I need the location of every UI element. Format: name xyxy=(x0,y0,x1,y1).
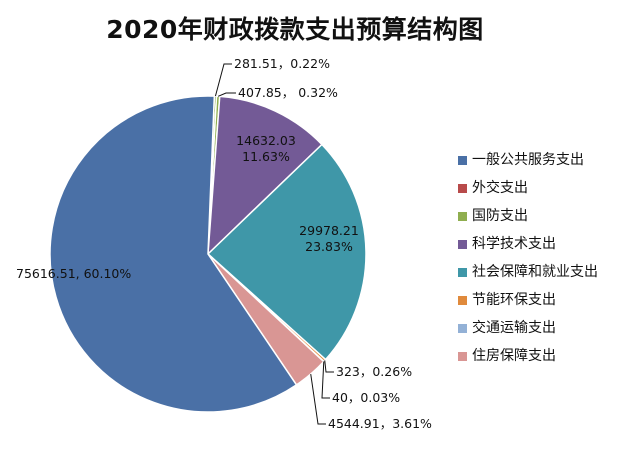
legend-swatch xyxy=(458,267,467,277)
legend-swatch xyxy=(458,239,467,249)
leader-line-transport xyxy=(321,361,330,399)
legend: 一般公共服务支出 外交支出国防支出科学技术支出社会保障和就业支出 节能环保支出 交通运… xyxy=(458,146,598,370)
legend-label: 科学技术支出 xyxy=(472,236,556,252)
legend-swatch xyxy=(458,183,467,193)
leader-line-housing xyxy=(310,373,326,425)
data-label-minor: 407.85， 0.32% xyxy=(238,85,338,100)
leader-line-minor xyxy=(217,92,236,97)
legend-item: 外交支出 xyxy=(458,174,598,202)
pie-slice-科学技术支出 xyxy=(207,95,323,256)
chart-title: 2020年财政拨款支出预算结构图 xyxy=(106,15,484,44)
legend-label: 国防支出 xyxy=(472,208,528,224)
data-label-energy: 323，0.26% xyxy=(336,364,412,379)
legend-label: 外交支出 xyxy=(472,180,528,196)
legend-label: 社会保障和就业支出 xyxy=(472,264,598,280)
data-label-science: 14632.03 xyxy=(236,133,296,148)
pie-slice-社会保障和就业支出 xyxy=(206,143,367,361)
legend-label: 交通运输支出 xyxy=(472,320,556,336)
data-label-housing: 4544.91，3.61% xyxy=(328,416,432,431)
legend-label: 住房保障支出 xyxy=(472,348,556,364)
legend-label: 一般公共服务支出 xyxy=(472,152,584,168)
data-label-transport: 40，0.03% xyxy=(332,390,400,405)
legend-label: 节能环保支出 xyxy=(472,292,556,308)
legend-item: 国防支出 xyxy=(458,202,598,230)
legend-swatch xyxy=(458,155,467,165)
legend-item: 社会保障和就业支出 xyxy=(458,258,598,286)
data-label-general: 75616.51, 60.10% xyxy=(16,266,131,281)
data-label-social: 29978.21 xyxy=(299,223,359,238)
legend-item: 住房保障支出 xyxy=(458,342,598,370)
legend-swatch xyxy=(458,211,467,221)
data-label-social: 23.83% xyxy=(305,239,353,254)
data-label-science: 11.63% xyxy=(242,149,290,164)
pie-slice-一般公共服务支出 xyxy=(49,95,298,413)
legend-swatch xyxy=(458,323,467,333)
legend-item: 节能环保支出 xyxy=(458,286,598,314)
leader-line-energy xyxy=(324,360,334,373)
legend-swatch xyxy=(458,351,467,361)
legend-item: 一般公共服务支出 xyxy=(458,146,598,174)
legend-item: 科学技术支出 xyxy=(458,230,598,258)
legend-item: 交通运输支出 xyxy=(458,314,598,342)
leader-line-defense xyxy=(214,63,232,97)
data-label-defense: 281.51，0.22% xyxy=(234,56,330,71)
legend-swatch xyxy=(458,295,467,305)
